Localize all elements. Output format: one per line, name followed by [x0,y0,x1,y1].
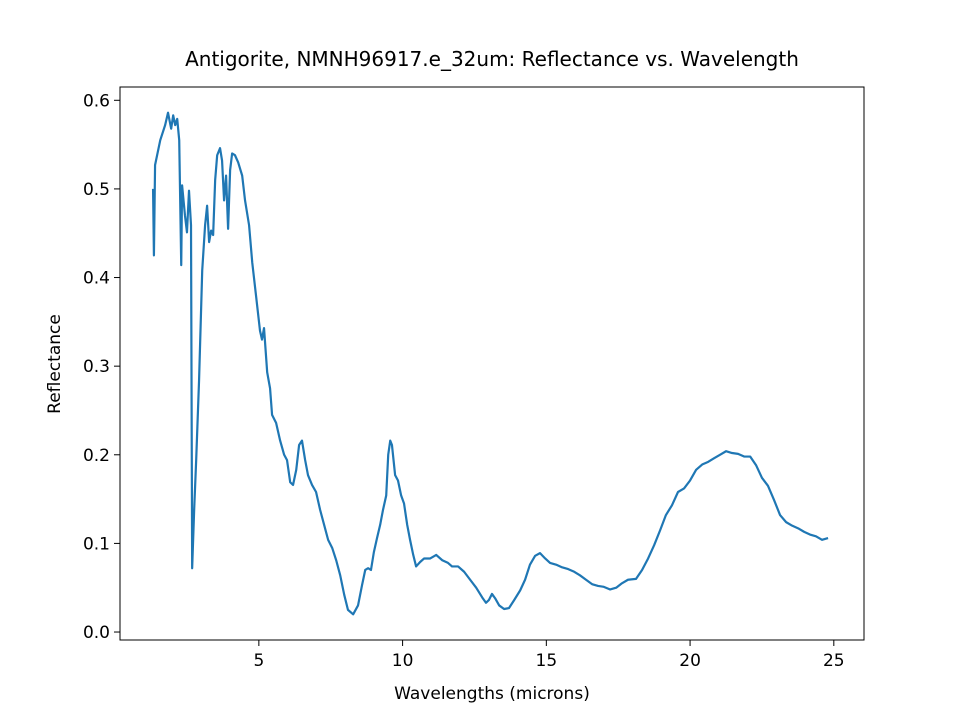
x-tick-label: 5 [253,651,264,671]
y-tick-label: 0.4 [83,269,110,289]
y-axis-label: Reflectance [45,314,65,414]
y-tick-label: 0.3 [83,357,110,377]
y-tick-label: 0.6 [83,91,110,111]
y-tick-label: 0.0 [83,623,110,643]
chart-title: Antigorite, NMNH96917.e_32um: Reflectanc… [185,47,799,71]
plot-frame [119,86,865,641]
x-tick-label: 25 [823,651,845,671]
y-tick-label: 0.2 [83,446,110,466]
y-tick-label: 0.5 [83,180,110,200]
x-tick-label: 15 [536,651,558,671]
y-tick-label: 0.1 [83,534,110,554]
x-tick-label: 10 [392,651,414,671]
data-line [151,111,829,616]
x-tick-label: 20 [679,651,701,671]
x-axis-label: Wavelengths (microns) [394,684,590,704]
